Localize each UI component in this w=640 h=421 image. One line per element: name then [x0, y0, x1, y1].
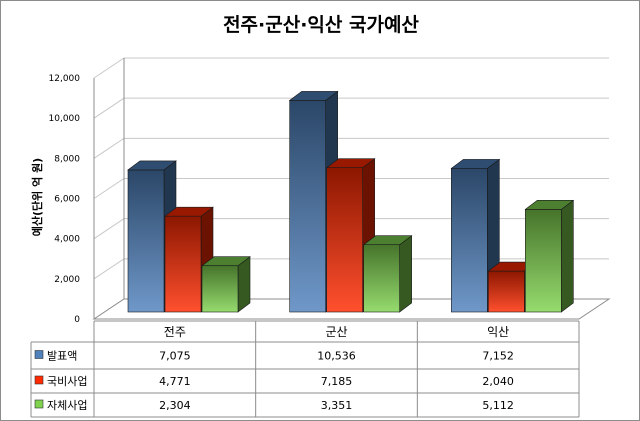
- gridline: [93, 137, 609, 159]
- y-tick-label: 6,000: [54, 195, 80, 205]
- chart-title: 전주·군산·익산 국가예산: [223, 14, 419, 36]
- y-tick-label: 10,000: [49, 114, 81, 124]
- legend-label: 국비사업: [47, 375, 87, 388]
- bar-front-face: [289, 100, 326, 313]
- y-tick-label: 12,000: [49, 74, 81, 84]
- data-label: 10,536: [317, 350, 356, 363]
- bar-top-face: [127, 160, 177, 171]
- data-label: 3,351: [321, 399, 353, 412]
- gridline: [93, 57, 609, 79]
- y-tick-label: 4,000: [54, 235, 80, 245]
- bar-front-face: [201, 265, 239, 313]
- legend-label: 자체사업: [47, 399, 87, 412]
- bar: [524, 199, 575, 313]
- bar-front-face: [164, 215, 202, 313]
- bar-top-face: [201, 256, 251, 267]
- bar-top-face: [288, 91, 339, 101]
- y-tick-label: 2,000: [54, 275, 80, 285]
- bar-top-face: [325, 158, 376, 169]
- bar-front-face: [326, 167, 363, 313]
- legend-key: [34, 399, 44, 409]
- legend-key: [34, 350, 44, 359]
- data-label: 2,040: [482, 375, 514, 388]
- bar-front-face: [363, 244, 400, 313]
- bar-side-face: [237, 256, 251, 313]
- bar-top-face: [450, 159, 501, 169]
- data-label: 5,112: [482, 399, 514, 412]
- x-tick-label: 군산: [325, 325, 347, 339]
- y-axis-ticks: 0 2,000 4,000 6,000 8,000 10,000 12,000: [49, 74, 81, 325]
- chart-bars: [127, 90, 575, 313]
- bar-front-face: [488, 270, 525, 313]
- bar-top-face: [164, 206, 214, 217]
- y-tick-label: 0: [74, 315, 80, 325]
- gridline: [93, 97, 609, 119]
- x-tick-label: 전주: [164, 325, 186, 339]
- bar-front-face: [127, 169, 165, 313]
- bar-front-face: [525, 209, 562, 313]
- data-label: 7,152: [482, 350, 514, 363]
- bar-side-face: [399, 235, 412, 313]
- bar: [201, 256, 251, 313]
- data-label: 7,075: [159, 350, 191, 363]
- data-label: 4,771: [159, 375, 191, 388]
- bar-top-face: [362, 235, 413, 246]
- bar-side-face: [561, 199, 574, 313]
- data-label: 2,304: [159, 399, 191, 412]
- legend-key: [34, 375, 44, 385]
- y-axis-label: 예산(단위 억 원): [30, 158, 44, 236]
- legend-label: 발표액: [47, 350, 77, 363]
- bar-top-face: [524, 200, 575, 210]
- x-tick-label: 익산: [487, 325, 509, 339]
- data-label: 7,185: [321, 375, 353, 388]
- y-tick-label: 8,000: [54, 154, 80, 164]
- bar-front-face: [451, 168, 488, 313]
- bar: [362, 235, 413, 313]
